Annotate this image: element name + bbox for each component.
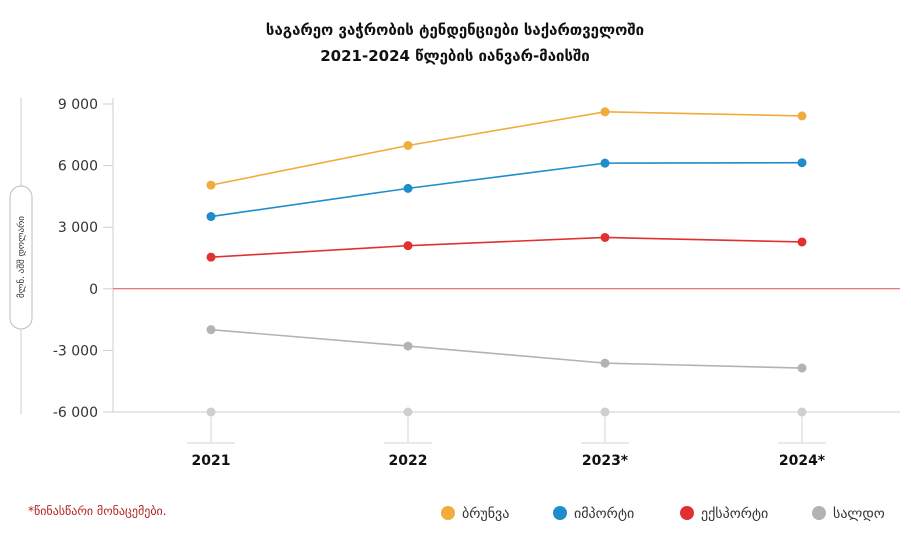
series-line [210,161,803,218]
legend-swatch [441,506,455,520]
y-axis-label: მლნ. აშშ დოლარი [9,98,33,414]
data-point [797,111,807,121]
legend-swatch [680,506,694,520]
x-tick-label: 2023* [582,453,629,469]
data-point [600,232,610,242]
series-1 [206,107,807,190]
data-point [403,241,413,251]
y-tick-label: 3 000 [58,220,98,236]
data-point [206,212,216,222]
data-point [206,252,216,262]
data-point [600,158,610,168]
series-line [210,236,803,258]
legend: ბრუნვა იმპორტი ექსპორტი სალდო [441,505,885,522]
x-axis: 2021 2022 2023* 2024* [187,407,826,469]
data-point [206,325,216,335]
data-point [797,158,807,168]
chart-title-line-1: საგარეო ვაჭრობის ტენდენციები საქართველოშ… [266,21,644,39]
data-point [403,140,413,150]
data-point [403,183,413,193]
y-axis-label-pill [9,185,33,330]
series-3 [206,232,807,262]
legend-label: იმპორტი [574,505,634,522]
data-point [600,358,610,368]
data-point [797,363,807,373]
series-layer [206,107,807,373]
y-axis-ticks: 9 000 6 000 3 000 0 -3 000 -6 000 [53,97,900,421]
y-tick-label: 9 000 [58,97,98,113]
x-tick-label: 2022 [389,453,428,469]
legend-swatch [553,506,567,520]
legend-label: ექსპორტი [701,505,768,522]
legend-label: სალდო [833,506,885,522]
x-axis-dot [600,407,610,417]
x-axis-dot [206,407,216,417]
data-point [600,107,610,117]
data-point [403,341,413,351]
series-2 [206,158,807,222]
y-tick-label: 6 000 [58,159,98,175]
series-line [210,111,803,186]
chart-title-line-2: 2021-2024 წლების იანვარ-მაისში [320,47,590,65]
x-tick-label: 2024* [779,453,826,469]
legend-label: ბრუნვა [462,505,509,522]
y-tick-label: -6 000 [53,405,98,421]
y-tick-label: 0 [89,282,98,298]
footnote: *წინასწარი მონაცემები. [28,504,167,518]
series-line [210,328,803,369]
x-axis-dot [403,407,413,417]
x-tick-label: 2021 [192,453,231,469]
series-4 [206,325,807,373]
data-point [206,180,216,190]
y-tick-label: -3 000 [53,343,98,359]
legend-swatch [812,506,826,520]
data-point [797,237,807,247]
y-axis-label-text: მლნ. აშშ დოლარი [16,216,27,298]
x-axis-dot [797,407,807,417]
